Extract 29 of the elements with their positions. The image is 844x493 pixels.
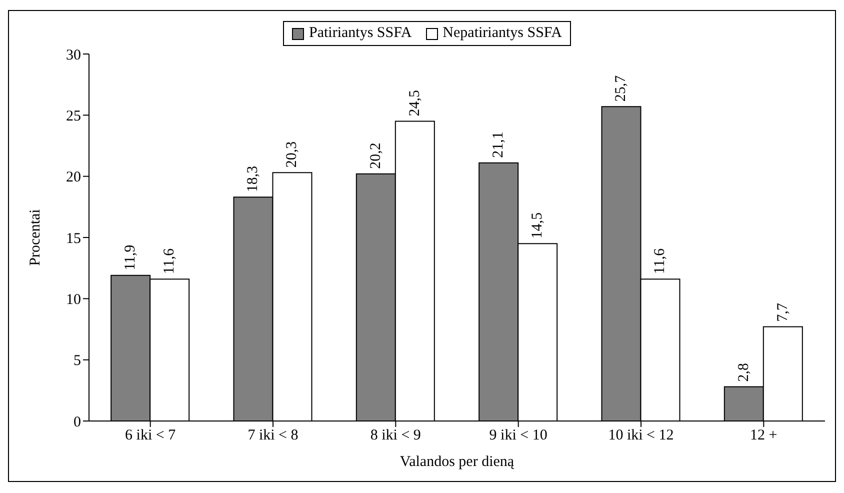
x-tick-label: 6 iki < 7 <box>125 428 176 444</box>
y-tick-label: 30 <box>66 47 81 64</box>
data-label: 14,5 <box>530 212 546 239</box>
data-label: 11,6 <box>652 248 668 274</box>
y-tick-label: 15 <box>66 230 81 247</box>
data-label: 18,3 <box>245 166 262 192</box>
x-tick-label: 9 iki < 10 <box>489 428 548 444</box>
y-tick-label: 20 <box>66 170 81 186</box>
data-label: 11,9 <box>122 244 139 270</box>
x-axis-title: Valandos per dieną <box>400 454 514 470</box>
y-tick-label: 10 <box>66 292 81 308</box>
x-tick-label: 10 iki < 12 <box>608 428 674 444</box>
data-label: 7,7 <box>774 302 791 322</box>
data-label: 2,8 <box>736 362 752 382</box>
y-tick-label: 0 <box>74 414 81 430</box>
x-tick-label: 8 iki < 9 <box>370 428 421 444</box>
data-label: 11,6 <box>162 248 178 274</box>
legend-label: Patiriantys SSFA <box>308 25 412 42</box>
x-tick-label: 7 iki < 8 <box>248 428 298 444</box>
data-label: 20,3 <box>284 141 300 168</box>
data-label: 20,2 <box>368 142 384 169</box>
legend-label: Nepatiriantys SSFA <box>442 25 562 42</box>
y-tick-label: 5 <box>74 353 81 370</box>
x-tick-label: 12 + <box>750 428 778 444</box>
y-tick-label: 25 <box>66 108 81 124</box>
data-label: 25,7 <box>613 74 630 102</box>
data-label: 21,1 <box>490 132 507 158</box>
y-axis-title: Procentai <box>27 209 44 266</box>
data-label: 24,5 <box>406 90 423 116</box>
